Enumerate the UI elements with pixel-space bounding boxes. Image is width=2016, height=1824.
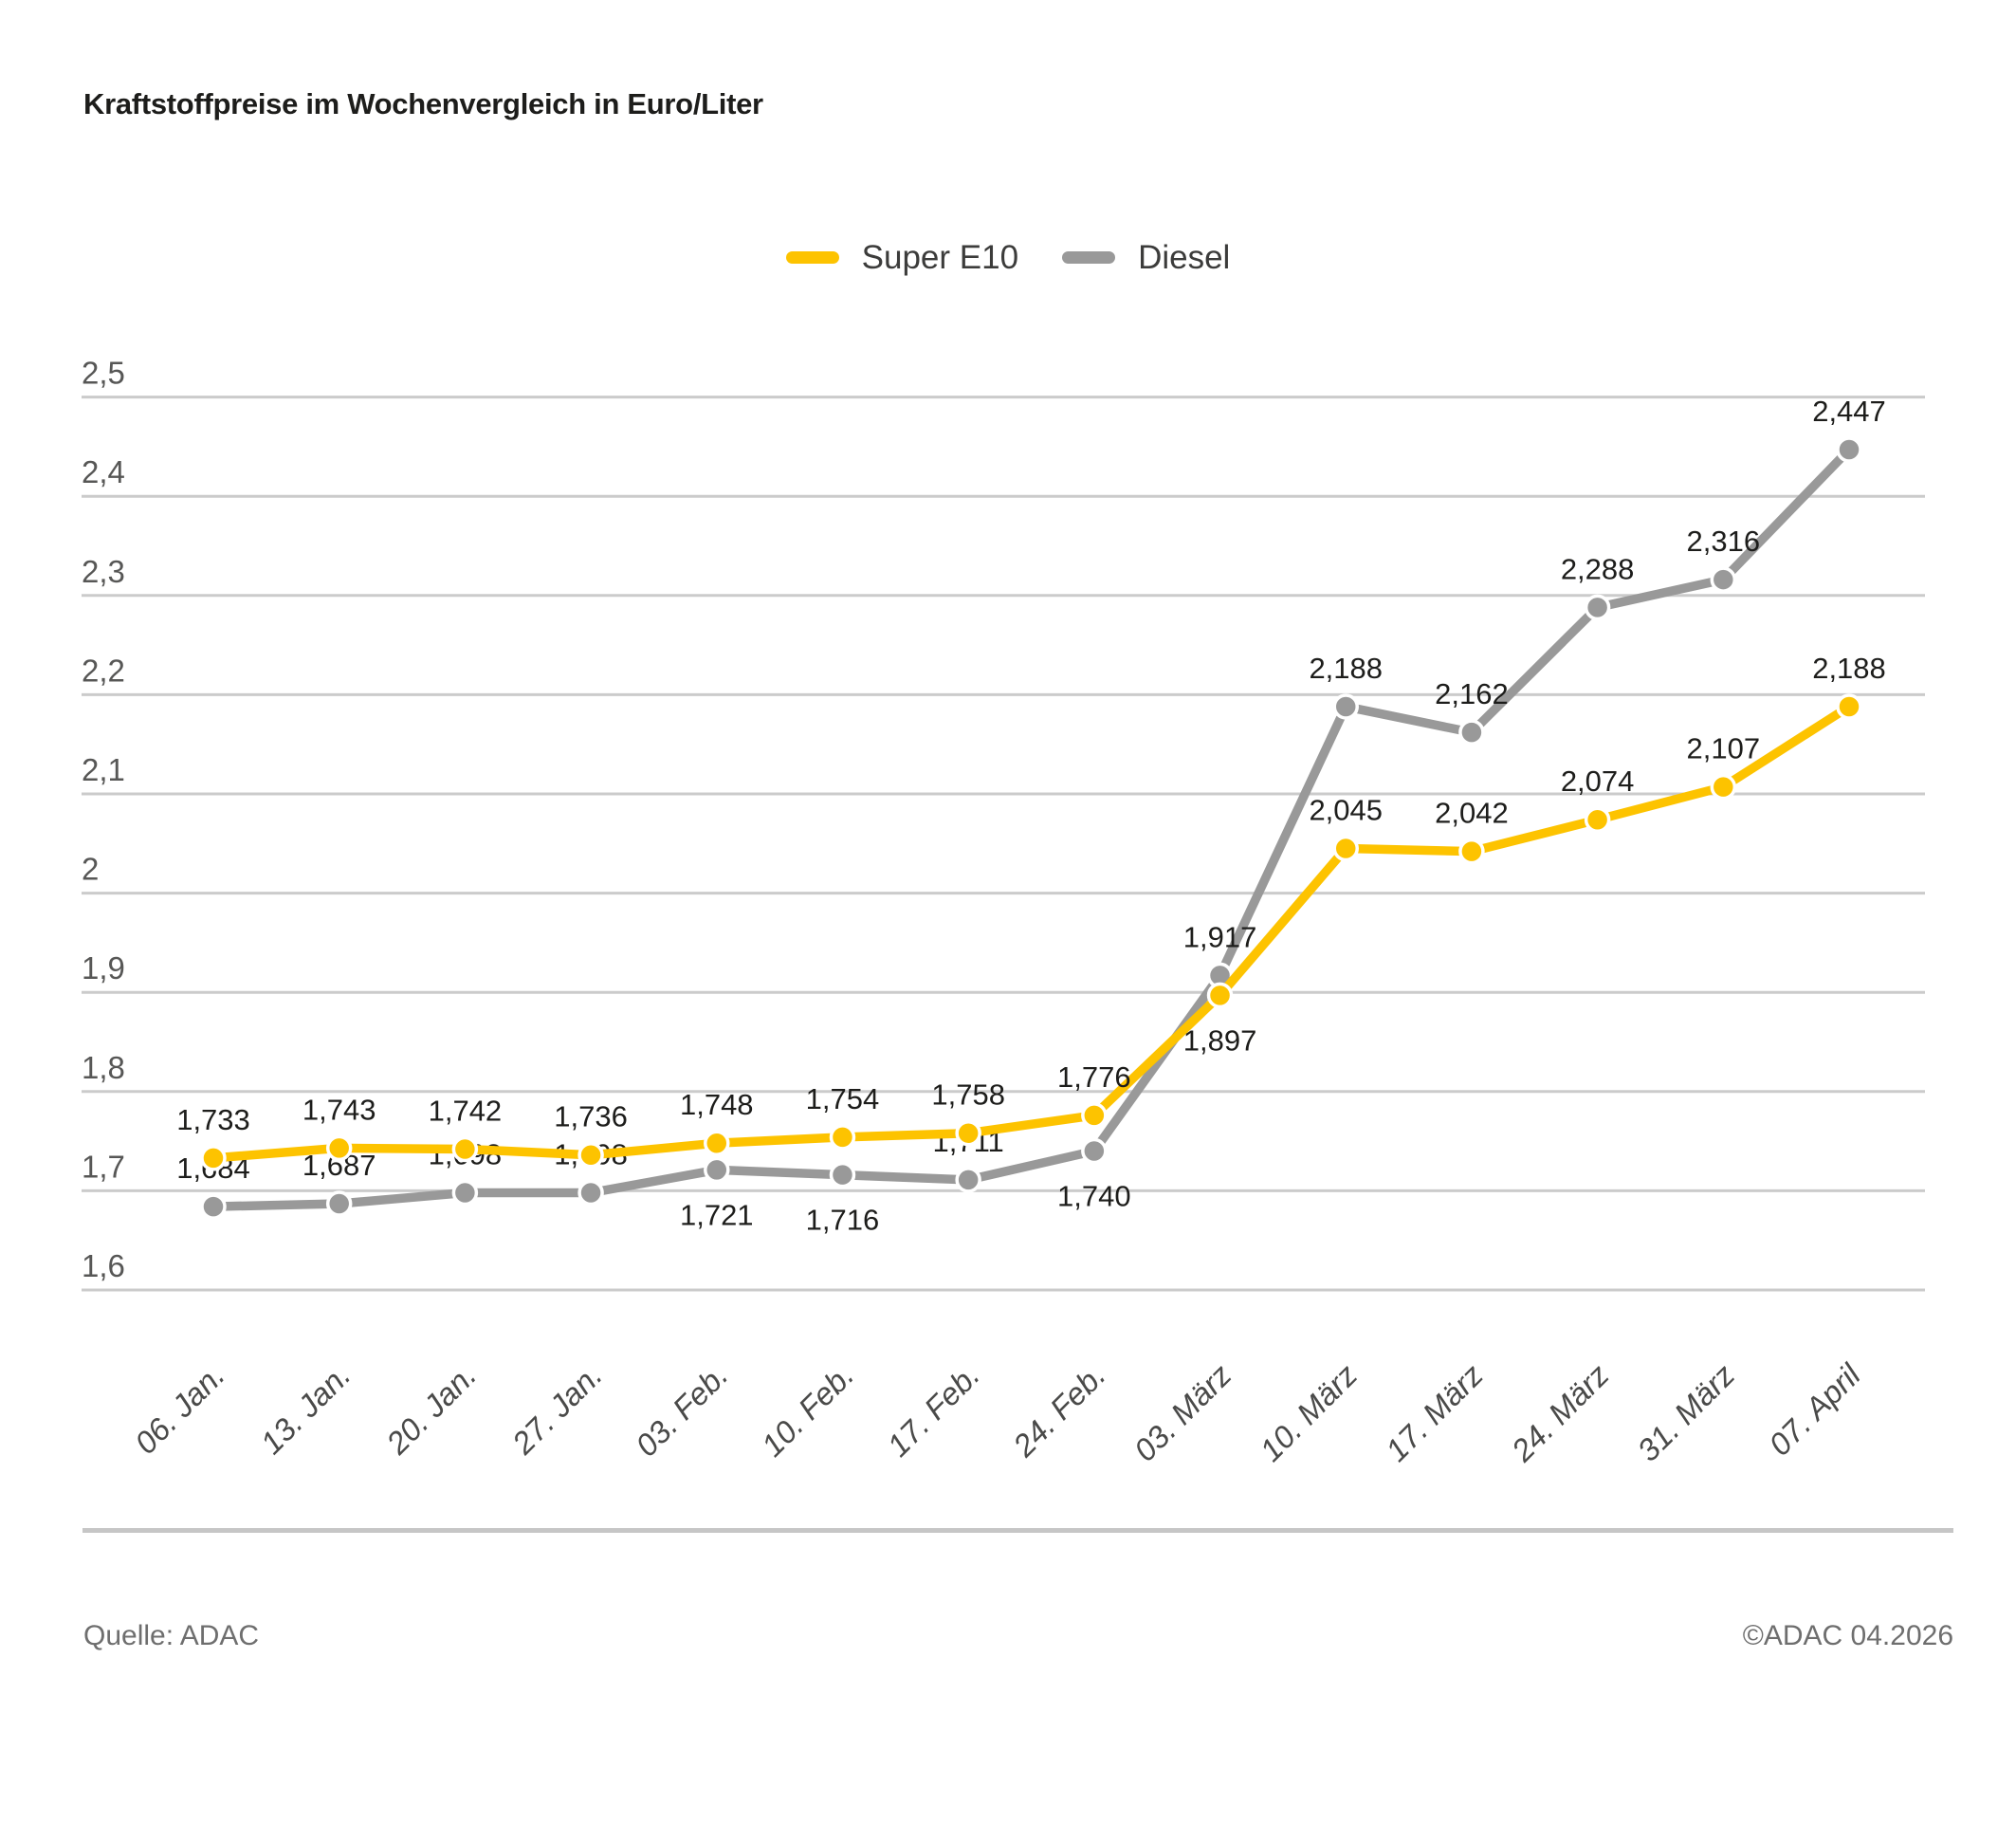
y-tick-label: 2,4 [82, 454, 125, 489]
y-tick-label: 1,6 [82, 1248, 125, 1283]
series-diesel [200, 436, 1862, 1220]
x-tick-label: 17. März [1379, 1356, 1490, 1467]
super-e10-data-point [955, 1119, 981, 1147]
y-axis-labels: 2,5 2,4 2,3 2,2 2,1 2 1,9 1,8 1,7 1,6 [82, 356, 125, 1283]
diesel-data-point [200, 1193, 227, 1220]
chart-legend: Super E10 Diesel [0, 241, 2016, 274]
super-e10-data-point [704, 1130, 730, 1156]
super-e10-data-point [1206, 982, 1234, 1009]
super-e10-data-point [1836, 693, 1862, 720]
super-e10-data-label: 2,042 [1435, 797, 1509, 830]
super-e10-data-label: 2,107 [1687, 732, 1761, 765]
diesel-data-point [577, 1179, 604, 1207]
x-tick-label: 10. Feb. [755, 1357, 861, 1464]
super-e10-data-point [1710, 773, 1737, 801]
y-tick-label: 1,9 [82, 950, 125, 986]
legend-item-super-e10: Super E10 [785, 239, 1019, 276]
diesel-data-label: 2,316 [1687, 525, 1761, 558]
diesel-data-point [1836, 436, 1862, 463]
source-note: Quelle: ADAC [83, 1620, 260, 1651]
y-tick-label: 1,7 [82, 1149, 125, 1184]
y-tick-label: 2,3 [82, 554, 125, 589]
diesel-swatch [1062, 251, 1116, 264]
x-tick-label: 31. März [1630, 1356, 1741, 1467]
series-super-e10 [200, 693, 1862, 1171]
legend-label-super-e10: Super E10 [861, 239, 1019, 276]
x-tick-label: 13. Jan. [253, 1357, 357, 1461]
diesel-data-label: 2,188 [1309, 652, 1383, 685]
y-tick-label: 2,1 [82, 752, 125, 787]
diesel-data-point [1332, 693, 1359, 720]
legend-item-diesel: Diesel [1062, 241, 1230, 274]
diesel-data-label: 1,917 [1183, 920, 1257, 953]
y-tick-label: 1,8 [82, 1050, 125, 1085]
diesel-data-label: 1,716 [806, 1204, 880, 1237]
y-tick-label: 2,5 [82, 356, 125, 391]
super-e10-data-label: 1,758 [931, 1078, 1005, 1112]
super-e10-data-point [325, 1134, 353, 1162]
super-e10-data-label: 1,736 [554, 1100, 628, 1133]
diesel-data-point [829, 1161, 856, 1188]
page-title: Kraftstoffpreise im Wochenvergleich in E… [83, 87, 763, 120]
diesel-data-point [1458, 719, 1485, 746]
x-tick-label: 03. Feb. [629, 1357, 735, 1464]
super-e10-data-label: 2,188 [1812, 652, 1886, 685]
super-e10-data-point [200, 1145, 227, 1171]
x-tick-label: 03. März [1127, 1356, 1238, 1467]
diesel-line [209, 445, 1854, 1211]
x-tick-label: 10. März [1253, 1356, 1364, 1467]
super-e10-data-labels: 1,733 1,743 1,742 1,736 1,748 1,754 1,758 1,776… [176, 652, 1886, 1136]
diesel-data-point [1081, 1137, 1108, 1165]
super-e10-data-label: 1,754 [806, 1082, 880, 1115]
legend-label-diesel: Diesel [1138, 239, 1231, 276]
super-e10-data-label: 2,045 [1309, 794, 1383, 827]
super-e10-data-point [1081, 1102, 1108, 1129]
super-e10-data-label: 1,776 [1057, 1060, 1131, 1094]
diesel-data-point [704, 1156, 730, 1184]
super-e10-data-point [451, 1135, 479, 1163]
x-tick-label: 27. Jan. [504, 1357, 609, 1462]
diesel-data-label: 2,447 [1812, 395, 1886, 428]
x-tick-label: 06. Jan. [128, 1357, 231, 1461]
footer-divider [82, 1528, 1953, 1533]
x-tick-label: 24. März [1504, 1356, 1616, 1468]
diesel-data-label: 2,288 [1561, 552, 1635, 585]
diesel-data-point [955, 1167, 981, 1193]
super-e10-data-label: 1,897 [1183, 1023, 1257, 1057]
super-e10-data-label: 1,748 [680, 1088, 754, 1121]
super-e10-line [209, 702, 1854, 1163]
y-tick-label: 2 [82, 852, 99, 887]
super-e10-data-point [1584, 806, 1611, 833]
diesel-data-label: 1,740 [1057, 1180, 1131, 1213]
x-tick-label: 07. April [1762, 1356, 1868, 1463]
diesel-data-point [1584, 594, 1611, 621]
x-tick-label: 24. Feb. [1005, 1357, 1111, 1464]
super-e10-swatch [785, 251, 839, 264]
copyright-note: ©ADAC 04.2026 [1742, 1620, 1953, 1651]
super-e10-data-label: 2,074 [1561, 765, 1635, 798]
diesel-data-point [325, 1190, 353, 1217]
super-e10-data-point [1458, 838, 1485, 865]
x-tick-label: 17. Feb. [880, 1357, 986, 1464]
super-e10-data-label: 1,742 [429, 1094, 503, 1127]
diesel-data-label: 1,721 [680, 1198, 754, 1231]
x-tick-label: 20. Jan. [378, 1357, 483, 1462]
gridlines [82, 396, 1925, 1292]
super-e10-data-label: 1,733 [176, 1103, 250, 1136]
diesel-data-point [451, 1179, 479, 1207]
super-e10-data-point [829, 1124, 856, 1151]
super-e10-data-point [1332, 835, 1359, 862]
super-e10-data-label: 1,743 [302, 1093, 376, 1126]
y-tick-label: 2,2 [82, 653, 125, 688]
x-axis-labels: 06. Jan. 13. Jan. 20. Jan. 27. Jan. 03. Feb.… [128, 1356, 1868, 1469]
diesel-data-label: 2,162 [1435, 677, 1509, 710]
super-e10-data-point [577, 1141, 604, 1169]
diesel-data-point [1710, 566, 1737, 593]
